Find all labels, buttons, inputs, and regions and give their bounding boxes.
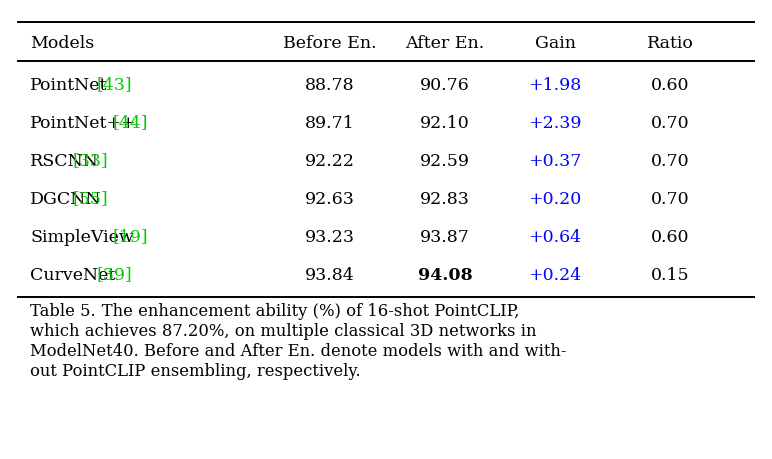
Text: [43]: [43] [96,77,132,94]
Text: Before En.: Before En. [283,35,377,52]
Text: 93.23: 93.23 [305,229,355,246]
Text: 94.08: 94.08 [418,267,472,284]
Text: CurveNet: CurveNet [30,267,115,284]
Text: 92.83: 92.83 [420,190,470,207]
Text: Ratio: Ratio [647,35,693,52]
Text: 0.70: 0.70 [651,152,689,169]
Text: DGCNN: DGCNN [30,190,101,207]
Text: [55]: [55] [73,190,109,207]
Text: +0.64: +0.64 [529,229,581,246]
Text: [44]: [44] [112,114,147,131]
Text: which achieves 87.20%, on multiple classical 3D networks in: which achieves 87.20%, on multiple class… [30,323,537,340]
Text: PointNet++: PointNet++ [30,114,137,131]
Text: Models: Models [30,35,94,52]
Text: Gain: Gain [534,35,575,52]
Text: 92.22: 92.22 [305,152,355,169]
Text: RSCNN: RSCNN [30,152,99,169]
Text: Table 5.: Table 5. [30,302,96,319]
Text: 93.87: 93.87 [420,229,470,246]
Text: After En.: After En. [405,35,485,52]
Text: [39]: [39] [96,267,132,284]
Text: +0.24: +0.24 [528,267,581,284]
Text: 0.60: 0.60 [651,229,689,246]
Text: +0.37: +0.37 [528,152,581,169]
Text: 0.15: 0.15 [651,267,689,284]
Text: [19]: [19] [112,229,147,246]
Text: +2.39: +2.39 [528,114,582,131]
Text: ModelNet40. Before and After En. denote models with and with-: ModelNet40. Before and After En. denote … [30,342,567,359]
Text: PointNet: PointNet [30,77,107,94]
Text: +1.98: +1.98 [528,77,581,94]
Text: 90.76: 90.76 [420,77,470,94]
Text: The enhancement ability (%) of 16-shot PointCLIP,: The enhancement ability (%) of 16-shot P… [86,302,520,319]
Text: 88.78: 88.78 [305,77,355,94]
Text: 0.70: 0.70 [651,114,689,131]
Text: 89.71: 89.71 [305,114,355,131]
Text: 93.84: 93.84 [305,267,355,284]
Text: [33]: [33] [73,152,109,169]
Text: 0.60: 0.60 [651,77,689,94]
Text: 92.10: 92.10 [420,114,470,131]
Text: 0.70: 0.70 [651,190,689,207]
Text: +0.20: +0.20 [528,190,581,207]
Text: 92.63: 92.63 [305,190,355,207]
Text: SimpleView: SimpleView [30,229,134,246]
Text: out PointCLIP ensembling, respectively.: out PointCLIP ensembling, respectively. [30,363,361,380]
Text: 92.59: 92.59 [420,152,470,169]
